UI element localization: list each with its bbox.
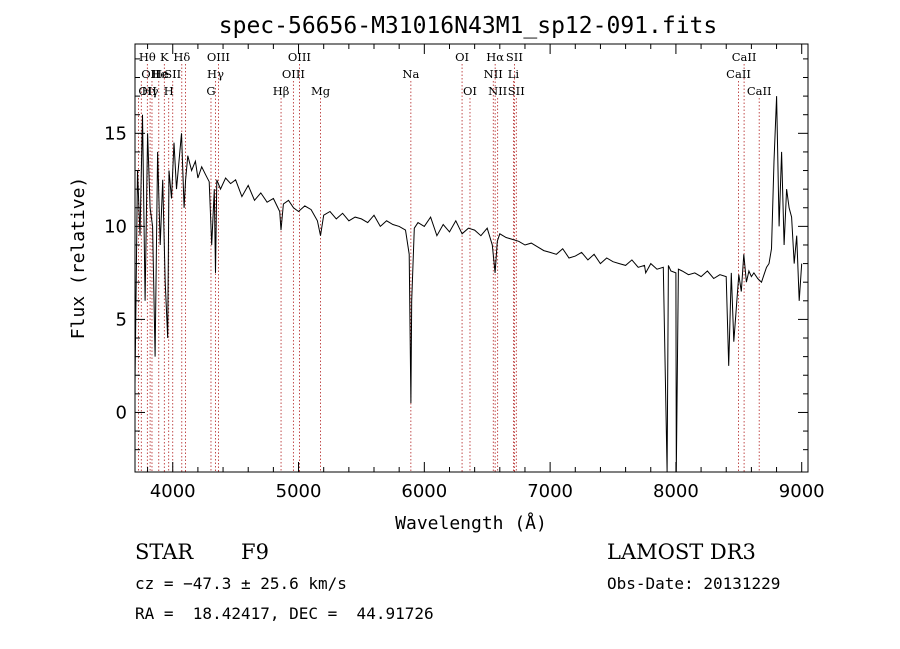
line-label: Li <box>508 67 520 81</box>
line-label: SII <box>506 50 523 64</box>
line-label: SII <box>508 84 525 98</box>
y-tick-label: 0 <box>116 402 127 423</box>
survey-name: LAMOST DR3 <box>607 540 756 564</box>
line-label: H <box>164 84 174 98</box>
line-label: OIII <box>288 50 311 64</box>
x-axis-title: Wavelength (Å) <box>395 512 547 534</box>
x-tick-label: 6000 <box>401 481 447 502</box>
y-axis: 0 5 10 15 <box>104 58 808 451</box>
x-axis: 4000 5000 6000 7000 8000 9000 <box>147 44 825 502</box>
spectrum-line <box>134 96 803 473</box>
line-label: Hγ <box>142 84 159 98</box>
y-tick-label: 10 <box>104 216 127 237</box>
object-subclass: F9 <box>241 540 269 564</box>
line-label: OI <box>455 50 469 64</box>
line-label: G <box>206 84 215 98</box>
line-label: Mg <box>311 84 331 98</box>
line-label: CaII <box>732 50 757 64</box>
line-label: Hβ <box>273 84 290 98</box>
line-label: CaII <box>747 84 772 98</box>
coordinates-text: RA = 18.42417, DEC = 44.91726 <box>135 604 434 623</box>
line-label: OIII <box>207 50 230 64</box>
x-tick-label: 7000 <box>527 481 573 502</box>
y-tick-label: 5 <box>116 309 127 330</box>
line-label: Na <box>402 67 419 81</box>
redshift-text: cz = −47.3 ± 25.6 km/s <box>135 574 347 593</box>
line-label: K <box>160 50 169 64</box>
y-axis-title: Flux (relative) <box>68 177 89 340</box>
line-label: Hα <box>486 50 504 64</box>
obs-date-text: Obs-Date: 20131229 <box>607 574 781 593</box>
plot-frame <box>134 43 809 473</box>
x-tick-label: 9000 <box>779 481 825 502</box>
chart-title: spec-56656-M31016N43M1_sp12-091.fits <box>219 13 718 39</box>
line-label: OII <box>141 67 160 81</box>
x-tick-label: 8000 <box>653 481 699 502</box>
line-label: OIII <box>282 67 305 81</box>
line-label: NII <box>484 67 503 81</box>
line-label: He <box>150 67 167 81</box>
line-labels: OIIOIIHθHγHeHeKHSIIHδGHγOIIIHβOIIIOIIIMg… <box>138 50 771 98</box>
line-label: OI <box>463 84 477 98</box>
line-label: Hγ <box>207 67 224 81</box>
x-tick-label: 5000 <box>276 481 322 502</box>
x-tick-label: 4000 <box>150 481 196 502</box>
line-markers <box>137 64 760 472</box>
line-label: CaII <box>726 67 751 81</box>
line-label: NII <box>488 84 507 98</box>
y-tick-label: 15 <box>104 123 127 144</box>
line-label: Hδ <box>173 50 190 64</box>
line-label: He <box>152 67 169 81</box>
line-label: Hθ <box>139 50 156 64</box>
line-label: SII <box>164 67 181 81</box>
object-class: STAR <box>135 540 194 564</box>
line-label: OII <box>138 84 157 98</box>
